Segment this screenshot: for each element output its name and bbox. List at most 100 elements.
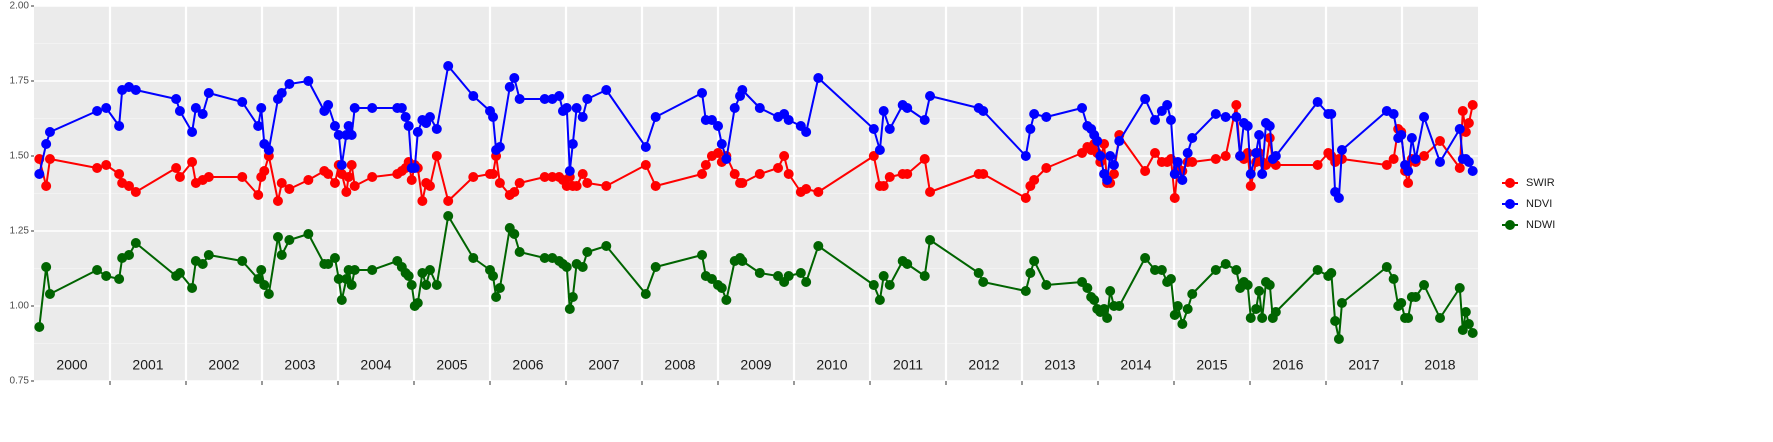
data-point [697, 169, 708, 179]
data-point [754, 169, 765, 179]
data-point [601, 241, 612, 251]
data-point [346, 130, 357, 140]
year-label: 2007 [588, 357, 619, 373]
data-point [716, 283, 727, 293]
legend-key-point [1505, 199, 1515, 209]
data-point [41, 139, 52, 149]
data-point [336, 160, 347, 170]
data-point [333, 130, 344, 140]
data-point [329, 178, 340, 188]
data-point [403, 121, 414, 131]
data-point [919, 154, 930, 164]
data-point [187, 157, 198, 167]
data-point [494, 142, 505, 152]
data-point [329, 253, 340, 263]
data-point [256, 103, 267, 113]
data-point [1403, 313, 1414, 323]
data-point [884, 172, 895, 182]
data-point [349, 181, 360, 191]
data-point [1435, 157, 1445, 167]
data-point [1140, 166, 1151, 176]
data-point [1257, 313, 1268, 323]
data-point [779, 151, 790, 161]
data-point [1172, 301, 1183, 311]
data-point [1025, 268, 1036, 278]
data-point [561, 262, 572, 272]
data-point [1220, 112, 1231, 122]
data-point [367, 172, 378, 182]
data-point [567, 139, 578, 149]
data-point [1177, 319, 1188, 329]
data-point [1435, 313, 1445, 323]
data-point [468, 91, 479, 101]
data-point [1102, 313, 1113, 323]
data-point [582, 247, 593, 257]
data-point [431, 151, 442, 161]
data-point [336, 295, 347, 305]
data-point [1410, 292, 1421, 302]
labels: 0.75 1.00 1.25 1.50 1.75 2.00 2000 2001 2002 2003… [10, 1, 1556, 387]
data-point [494, 178, 505, 188]
data-point [1177, 175, 1188, 185]
data-point [813, 73, 824, 83]
data-point [468, 253, 479, 263]
data-point [1463, 319, 1474, 329]
data-point [601, 181, 612, 191]
data-point [577, 169, 588, 179]
data-point [874, 145, 885, 155]
year-label: 2017 [1348, 357, 1379, 373]
year-label: 2002 [208, 357, 239, 373]
data-point [253, 121, 264, 131]
data-point [44, 127, 55, 137]
data-point [197, 109, 208, 119]
data-point [1333, 334, 1344, 344]
data-point [582, 94, 593, 104]
data-point [1105, 151, 1116, 161]
data-point [783, 271, 794, 281]
data-point [504, 82, 515, 92]
data-point [539, 253, 550, 263]
data-point [1102, 175, 1113, 185]
data-point [341, 187, 352, 197]
data-point [303, 76, 314, 86]
data-point [801, 277, 812, 287]
data-point [1245, 181, 1256, 191]
data-point [333, 274, 344, 284]
data-point [754, 268, 765, 278]
data-point [547, 172, 558, 182]
data-point [1150, 115, 1160, 125]
data-point [1264, 133, 1275, 143]
data-point [801, 127, 812, 137]
data-point [1235, 151, 1246, 161]
year-label: 2015 [1196, 357, 1227, 373]
data-point [1270, 307, 1281, 317]
data-point [697, 88, 708, 98]
data-point [650, 112, 661, 122]
data-point [41, 262, 52, 272]
data-point [978, 106, 989, 116]
data-point [488, 271, 499, 281]
data-point [272, 232, 283, 242]
data-point [539, 172, 550, 182]
data-point [1264, 121, 1275, 131]
data-point [514, 178, 525, 188]
data-point [1041, 280, 1052, 290]
data-point [1326, 268, 1337, 278]
data-point [650, 262, 661, 272]
data-point [114, 121, 125, 131]
data-point [1254, 286, 1265, 296]
data-point [1187, 289, 1198, 299]
data-point [1467, 166, 1478, 176]
data-point [276, 178, 287, 188]
data-point [124, 250, 134, 260]
data-point [443, 211, 454, 221]
data-point [114, 169, 125, 179]
data-point [92, 106, 103, 116]
data-point [1406, 133, 1417, 143]
data-point [1463, 118, 1474, 128]
data-point [1388, 154, 1399, 164]
data-point [323, 100, 334, 110]
data-point [259, 280, 270, 290]
data-point [783, 115, 794, 125]
